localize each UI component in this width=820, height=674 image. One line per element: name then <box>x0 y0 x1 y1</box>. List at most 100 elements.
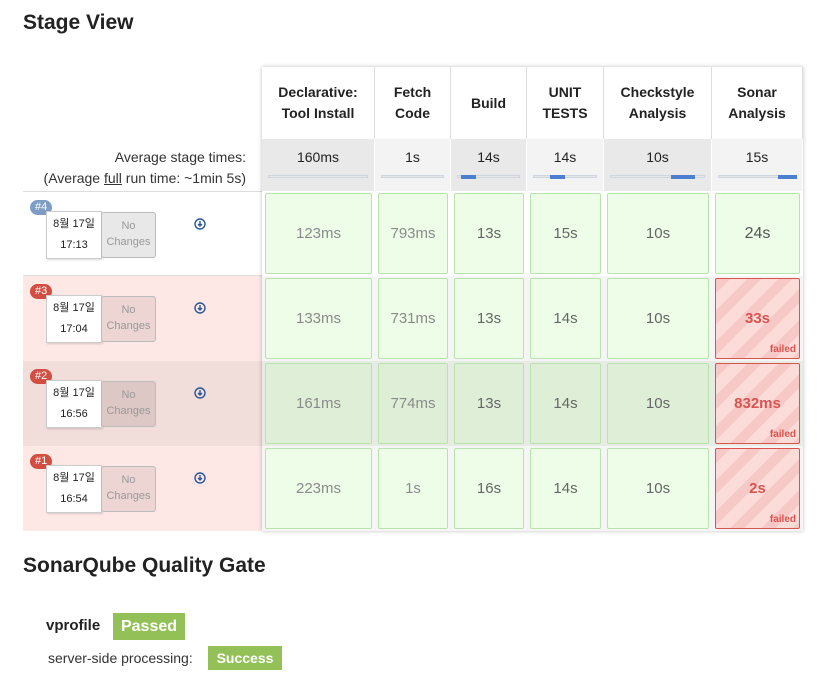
stage-cell[interactable]: 24s <box>715 193 800 274</box>
stage-average-value: 14s <box>553 149 577 165</box>
stage-duration: 1s <box>405 480 421 497</box>
stage-cell[interactable]: 832ms failed <box>715 363 800 444</box>
download-icon[interactable] <box>194 387 206 399</box>
build-date: 8월 17일 16:54 <box>46 465 102 513</box>
stage-cell[interactable]: 223ms <box>265 448 372 529</box>
stage-cell[interactable]: 793ms <box>378 193 448 274</box>
average-full-run-time: (Average full run time: ~1min 5s) <box>44 170 246 186</box>
stage-cell[interactable]: 1s <box>378 448 448 529</box>
no-changes-box: No Changes <box>101 212 156 258</box>
stage-cell[interactable]: 14s <box>530 448 601 529</box>
stage-progress-bar <box>381 175 444 178</box>
stage-average-value: 14s <box>477 149 500 165</box>
stage-average-value: 160ms <box>296 149 340 165</box>
stage-duration: 832ms <box>734 395 781 412</box>
stage-average-5: 15s <box>712 139 803 191</box>
stage-duration: 10s <box>645 225 671 242</box>
stage-cell[interactable]: 10s <box>607 193 709 274</box>
no-changes-box: No Changes <box>101 296 156 342</box>
quality-gate-status-badge: Passed <box>113 613 185 640</box>
stage-cell[interactable]: 15s <box>530 193 601 274</box>
failed-label: failed <box>769 514 796 525</box>
stage-duration: 13s <box>476 395 502 412</box>
stage-duration: 33s <box>744 310 771 327</box>
stage-duration: 731ms <box>390 310 436 327</box>
stage-duration: 10s <box>645 395 671 412</box>
average-stage-times-label: Average stage times: <box>114 149 246 165</box>
avg-full-suffix: run time: ~1min 5s) <box>121 170 246 186</box>
download-icon[interactable] <box>194 302 206 314</box>
stage-cell[interactable]: 16s <box>454 448 524 529</box>
stage-cell[interactable]: 14s <box>530 363 601 444</box>
avg-full-link[interactable]: full <box>103 170 122 186</box>
stage-header-1[interactable]: Fetch Code <box>375 67 451 139</box>
stage-header-2[interactable]: Build <box>451 67 527 139</box>
stage-cell[interactable]: 2s failed <box>715 448 800 529</box>
stage-name: Sonar Analysis <box>728 82 786 124</box>
stage-header-0[interactable]: Declarative: Tool Install <box>262 67 375 139</box>
stage-name: Build <box>471 93 506 114</box>
stage-average-value: 10s <box>646 149 669 165</box>
stage-duration: 10s <box>645 480 671 497</box>
stage-cell[interactable]: 13s <box>454 363 524 444</box>
stage-cell[interactable]: 10s <box>607 278 709 359</box>
stage-duration: 15s <box>553 225 578 242</box>
stage-duration: 14s <box>553 310 578 327</box>
stage-progress-fill <box>777 175 797 179</box>
stage-progress-bar <box>718 175 797 179</box>
stage-header-4[interactable]: Checkstyle Analysis <box>604 67 712 139</box>
build-date-time: 16:56 <box>60 408 88 420</box>
stage-cell[interactable]: 731ms <box>378 278 448 359</box>
stage-name-line2: TESTS <box>542 105 588 121</box>
stage-cell[interactable]: 133ms <box>265 278 372 359</box>
stage-duration: 774ms <box>390 395 436 412</box>
stage-duration: 161ms <box>295 395 342 412</box>
stage-cell[interactable]: 123ms <box>265 193 372 274</box>
build-date-day: 8월 17일 <box>53 472 95 484</box>
stage-duration: 14s <box>553 480 578 497</box>
stage-name-line2: Code <box>395 105 430 121</box>
stage-average-4: 10s <box>604 139 712 191</box>
stage-progress-bar <box>533 175 597 179</box>
stage-name-line1: Declarative: <box>278 84 358 100</box>
build-date: 8월 17일 16:56 <box>46 380 102 428</box>
no-changes-box: No Changes <box>101 381 156 427</box>
stage-name: Fetch Code <box>394 82 431 124</box>
stage-cell[interactable]: 13s <box>454 193 524 274</box>
stage-view-title: Stage View <box>23 11 134 34</box>
avg-full-prefix: (Average <box>43 170 104 186</box>
stage-name-line1: Sonar <box>737 84 777 100</box>
stage-name-line1: Build <box>471 94 506 111</box>
stage-name-line1: Checkstyle <box>620 84 695 100</box>
build-date-time: 17:13 <box>60 239 88 251</box>
quality-gate-project[interactable]: vprofile <box>46 617 101 634</box>
stage-duration: 13s <box>476 225 502 242</box>
stage-name: UNIT TESTS <box>542 82 587 124</box>
download-icon[interactable] <box>194 218 206 230</box>
stage-cell[interactable]: 161ms <box>265 363 372 444</box>
stage-table: Declarative: Tool Install 160ms Fetch Code 1s… <box>262 67 803 531</box>
stage-name: Checkstyle Analysis <box>621 82 695 124</box>
build-date-time: 17:04 <box>60 323 88 335</box>
stage-header-5[interactable]: Sonar Analysis <box>712 67 803 139</box>
stage-progress-fill <box>671 175 695 179</box>
processing-status-badge: Success <box>208 646 282 670</box>
stage-header-3[interactable]: UNIT TESTS <box>527 67 604 139</box>
stage-average-3: 14s <box>527 139 604 191</box>
stage-cell[interactable]: 10s <box>607 448 709 529</box>
stage-name-line1: Fetch <box>393 84 432 100</box>
stage-duration: 2s <box>749 480 766 497</box>
stage-name-line1: UNIT <box>548 84 582 100</box>
stage-cell[interactable]: 774ms <box>378 363 448 444</box>
build-date: 8월 17일 17:13 <box>46 211 102 259</box>
stage-duration: 16s <box>476 480 502 497</box>
stage-cell[interactable]: 13s <box>454 278 524 359</box>
stage-duration: 123ms <box>295 225 342 242</box>
stage-average-value: 15s <box>745 149 769 165</box>
failed-label: failed <box>769 344 796 355</box>
stage-cell[interactable]: 33s failed <box>715 278 800 359</box>
download-icon[interactable] <box>194 472 206 484</box>
stage-cell[interactable]: 10s <box>607 363 709 444</box>
stage-duration: 14s <box>553 395 578 412</box>
stage-cell[interactable]: 14s <box>530 278 601 359</box>
